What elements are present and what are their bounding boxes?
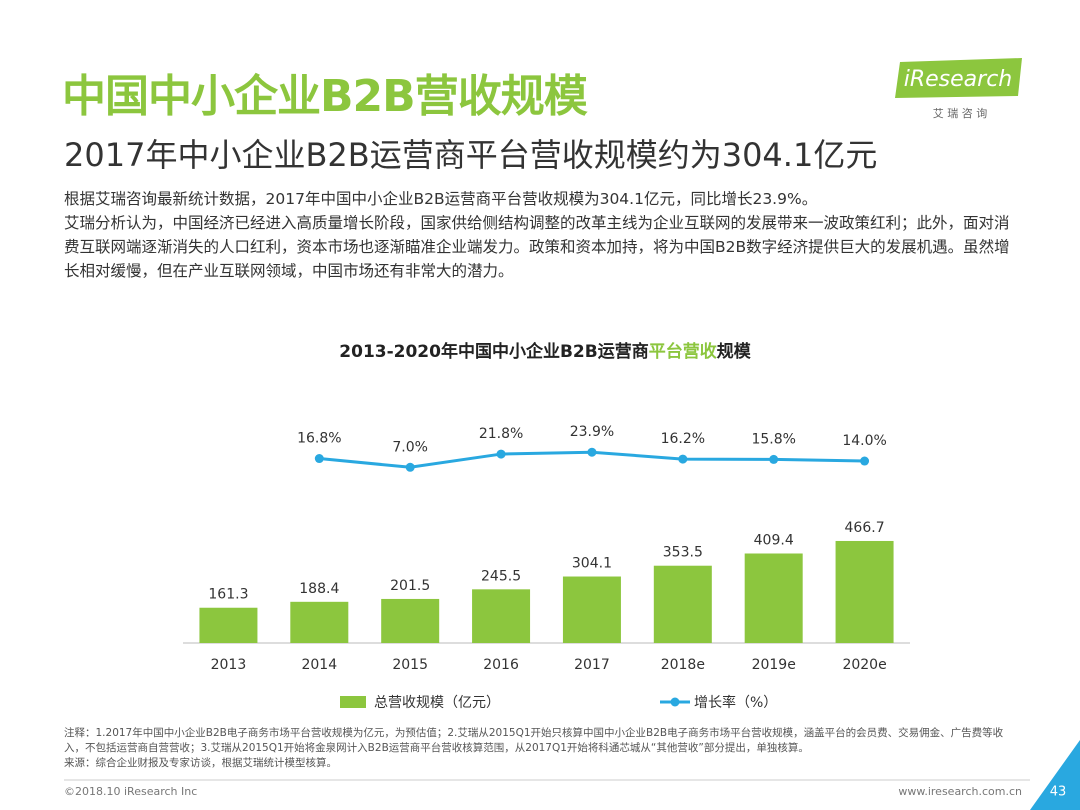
x-tick-label: 2018e	[661, 657, 705, 673]
chart-title-part: 平台营收	[649, 341, 717, 362]
website: www.iresearch.com.cn	[898, 785, 1022, 798]
note: 注释：1.2017年中国中小企业B2B电子商务市场平台营收规模为亿元，为预估值；…	[64, 727, 1004, 754]
slide-subtitle: 2017年中小企业B2B运营商平台营收规模约为304.1亿元	[64, 136, 878, 174]
chart-title-part: 2013-2020年中国中小企业B2B运营商	[339, 341, 648, 362]
logo: iResearch	[904, 67, 1013, 92]
x-tick-label: 2019e	[752, 657, 796, 673]
bar	[472, 589, 531, 643]
bar	[381, 598, 440, 643]
chart-title: 2013-2020年中国中小企业B2B运营商平台营收规模	[339, 341, 751, 362]
bar	[290, 601, 349, 643]
legend-swatch	[340, 696, 366, 708]
source: 来源：综合企业财报及专家访谈，根据艾瑞统计模型核算。	[64, 757, 337, 769]
line-marker	[587, 447, 597, 457]
x-tick-label: 2017	[574, 657, 610, 673]
data-label: 245.5	[481, 568, 521, 584]
data-label: 16.8%	[297, 431, 341, 447]
line-marker	[405, 462, 415, 472]
data-label: 201.5	[390, 578, 430, 594]
copyright: ©2018.10 iResearch Inc	[64, 785, 197, 798]
x-tick-label: 2013	[211, 657, 247, 673]
data-label: 409.4	[754, 532, 794, 548]
data-label: 16.2%	[661, 431, 705, 447]
bar	[835, 540, 894, 643]
data-label: 14.0%	[842, 433, 886, 449]
bar	[744, 553, 803, 643]
body-text: 根据艾瑞咨询最新统计数据，2017年中国中小企业B2B运营商平台营收规模为304…	[64, 187, 1024, 283]
logo-badge	[895, 58, 1022, 98]
data-label: 304.1	[572, 556, 612, 572]
legend-label: 增长率（%）	[694, 694, 777, 711]
line	[319, 450, 865, 469]
slide-title: 中国中小企业B2B营收规模	[62, 71, 588, 122]
bar	[199, 607, 258, 643]
x-tick-label: 2020e	[842, 657, 886, 673]
line-marker	[314, 454, 324, 464]
data-label: 466.7	[845, 520, 885, 536]
bar	[562, 576, 621, 643]
line-marker	[860, 456, 870, 466]
notes: 注释：1.2017年中国中小企业B2B电子商务市场平台营收规模为亿元，为预估值；…	[64, 726, 1024, 771]
data-label: 161.3	[208, 587, 248, 603]
line-marker	[496, 449, 506, 459]
corner-decor	[1030, 740, 1080, 810]
logo-sub: 艾 瑞 咨 询	[933, 106, 988, 120]
data-label: 15.8%	[751, 431, 795, 447]
page-number: 43	[1050, 785, 1067, 800]
paragraph: 根据艾瑞咨询最新统计数据，2017年中国中小企业B2B运营商平台营收规模为304…	[64, 190, 818, 208]
legend-swatch	[670, 697, 680, 707]
legend-label: 总营收规模（亿元）	[374, 695, 500, 711]
x-tick-label: 2015	[392, 657, 428, 673]
data-label: 353.5	[663, 545, 703, 561]
data-label: 21.8%	[479, 426, 523, 442]
data-label: 7.0%	[392, 439, 428, 455]
line-marker	[678, 454, 688, 464]
bar	[653, 565, 712, 643]
paragraph: 艾瑞分析认为，中国经济已经进入高质量增长阶段，国家供给侧结构调整的改革主线为企业…	[64, 214, 1010, 280]
line-marker	[769, 454, 779, 464]
data-label: 188.4	[299, 581, 339, 597]
chart-title-part: 规模	[717, 341, 752, 362]
data-label: 23.9%	[570, 424, 614, 440]
x-tick-label: 2014	[301, 657, 337, 673]
x-tick-label: 2016	[483, 657, 519, 673]
